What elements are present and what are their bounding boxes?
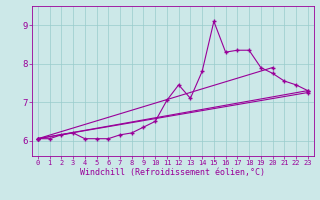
X-axis label: Windchill (Refroidissement éolien,°C): Windchill (Refroidissement éolien,°C) — [80, 168, 265, 177]
